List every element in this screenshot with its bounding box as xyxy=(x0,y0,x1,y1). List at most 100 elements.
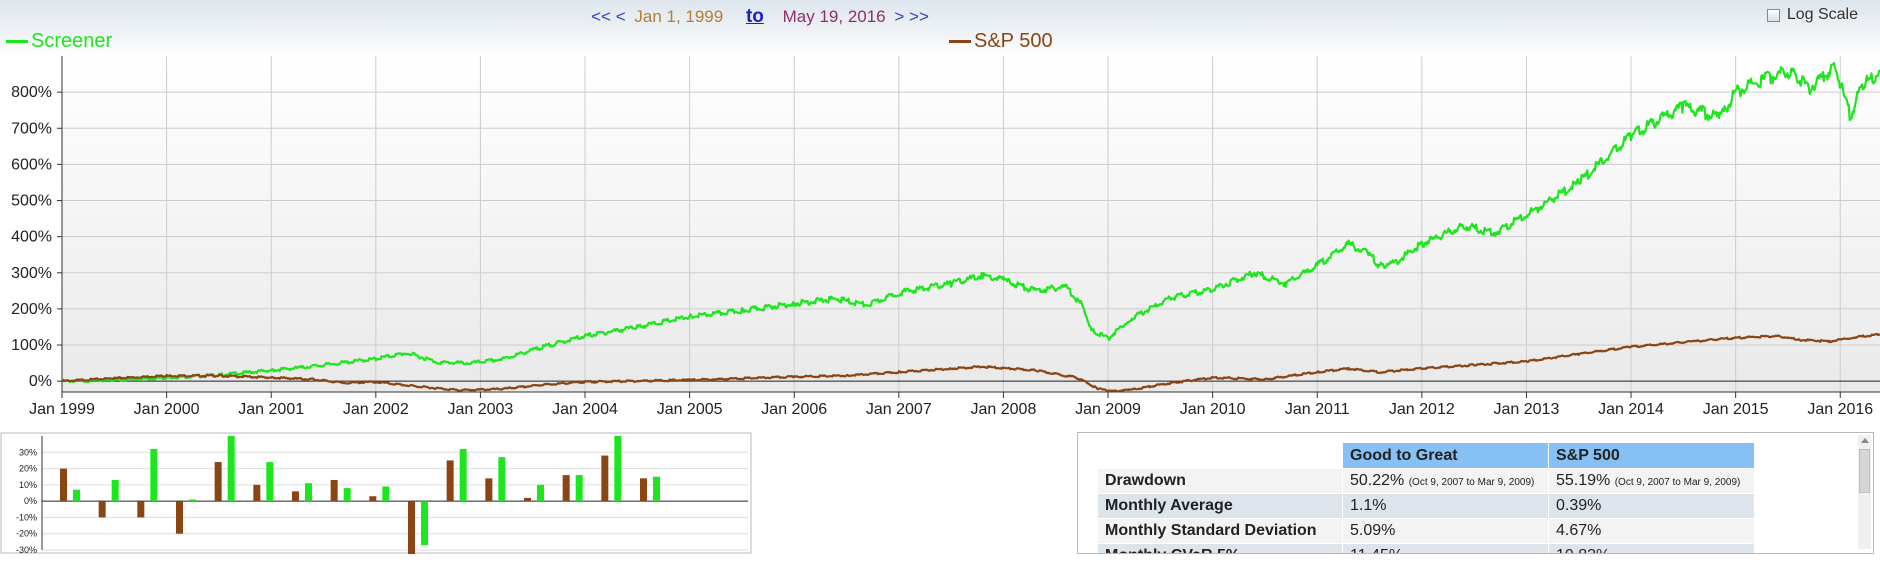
bar-sp500 xyxy=(98,501,106,518)
plot-area xyxy=(62,56,1880,392)
x-tick-label: Jan 2003 xyxy=(447,401,513,418)
stats-row-monthly-cvar: Monthly CVaR 5% 11.45% 10.83% xyxy=(1097,543,1755,553)
legend-sp500[interactable]: S&P 500 xyxy=(949,30,1053,53)
stats-value-note: (Oct 9, 2007 to Mar 9, 2009) xyxy=(1408,477,1535,488)
stats-label: Monthly CVaR 5% xyxy=(1097,543,1343,553)
stats-value: 10.83% xyxy=(1548,543,1755,553)
bar-screener xyxy=(150,449,158,502)
bar-screener xyxy=(653,476,660,502)
performance-line-chart: Jan 1999 Jan 2000 Jan 2001 Jan 2002 Jan 2003… xyxy=(11,56,1880,418)
legend-screener-label: Screener xyxy=(31,30,113,52)
stats-value-main: 55.19% xyxy=(1556,472,1611,489)
stats-scrollbar[interactable] xyxy=(1858,435,1871,549)
y-tick-label: 0% xyxy=(29,373,52,390)
x-tick-label: Jan 2014 xyxy=(1598,401,1664,418)
legend-sp500-swatch xyxy=(949,40,971,43)
bar-sp500 xyxy=(408,501,415,554)
stats-value-note: (Oct 9, 2007 to Mar 9, 2009) xyxy=(1614,477,1741,488)
legend-screener[interactable]: Screener xyxy=(6,30,112,53)
stats-label: Monthly Standard Deviation xyxy=(1097,518,1343,544)
stats-label: Drawdown xyxy=(1097,468,1343,494)
last-period-link[interactable]: >> xyxy=(909,7,929,26)
x-tick-label: Jan 2000 xyxy=(134,401,200,418)
y-tick-label: 700% xyxy=(11,120,52,137)
x-tick-label: Jan 1999 xyxy=(29,401,95,418)
stats-row-monthly-std-dev: Monthly Standard Deviation 5.09% 4.67% xyxy=(1097,518,1755,544)
bar-screener xyxy=(111,479,119,502)
x-tick-label: Jan 2001 xyxy=(238,401,304,418)
date-range-navigator: << < Jan 1, 1999 to May 19, 2016 > >> xyxy=(0,6,1520,28)
y-tick-label: 800% xyxy=(11,84,52,101)
bar-screener xyxy=(421,501,428,546)
stats-row-monthly-average: Monthly Average 1.1% 0.39% xyxy=(1097,493,1755,519)
y-tick-label: 500% xyxy=(11,193,52,210)
x-tick-label: Jan 2009 xyxy=(1075,401,1141,418)
first-period-link[interactable]: << xyxy=(591,7,611,26)
x-tick-label: Jan 2013 xyxy=(1494,401,1560,418)
stats-value: 50.22% (Oct 9, 2007 to Mar 9, 2009) xyxy=(1342,468,1549,494)
bar-screener xyxy=(305,483,312,502)
bar-sp500 xyxy=(524,497,531,502)
bar-sp500 xyxy=(60,468,67,502)
bar-screener xyxy=(266,462,274,502)
bar-screener xyxy=(343,488,351,502)
y-tick-label: 600% xyxy=(11,156,52,173)
x-tick-label: Jan 2016 xyxy=(1807,401,1873,418)
bar-sp500 xyxy=(253,484,261,502)
x-tick-label: Jan 2004 xyxy=(552,401,618,418)
bar-y-tick-label: -20% xyxy=(16,529,37,539)
bar-screener xyxy=(614,436,622,502)
stats-value: 5.09% xyxy=(1342,518,1549,544)
x-tick-label: Jan 2005 xyxy=(657,401,723,418)
legend-sp500-label: S&P 500 xyxy=(974,30,1053,52)
x-tick-label: Jan 2010 xyxy=(1180,401,1246,418)
bar-screener xyxy=(498,457,506,502)
bar-screener xyxy=(537,484,544,502)
stats-header-sp500: S&P 500 xyxy=(1548,442,1755,469)
end-date[interactable]: May 19, 2016 xyxy=(782,7,886,26)
bar-sp500 xyxy=(292,491,299,502)
header-background xyxy=(0,0,1880,56)
bar-sp500 xyxy=(446,460,454,502)
bar-y-tick-label: 30% xyxy=(19,447,37,457)
stats-panel: Good to Great S&P 500 Drawdown 50.22% (O… xyxy=(1077,432,1874,554)
scroll-thumb[interactable] xyxy=(1859,449,1870,493)
bar-sp500 xyxy=(485,478,493,502)
scroll-up-arrow-icon[interactable] xyxy=(1861,438,1869,443)
start-date[interactable]: Jan 1, 1999 xyxy=(634,7,724,26)
next-period-link[interactable]: > xyxy=(894,7,905,26)
x-tick-label: Jan 2002 xyxy=(343,401,409,418)
bar-y-tick-label: 0% xyxy=(24,496,37,506)
stats-table: Good to Great S&P 500 Drawdown 50.22% (O… xyxy=(1097,442,1755,553)
bar-sp500 xyxy=(214,462,222,502)
log-scale-toggle[interactable]: Log Scale xyxy=(1766,6,1858,24)
bar-sp500 xyxy=(137,501,145,518)
stats-value: 4.67% xyxy=(1548,518,1755,544)
y-tick-label: 300% xyxy=(11,265,52,282)
x-tick-label: Jan 2012 xyxy=(1389,401,1455,418)
yearly-returns-bar-chart: 30% 20% 10% 0% -10% -20% -30% xyxy=(0,432,752,554)
bar-screener xyxy=(382,486,390,502)
series-line-sp500 xyxy=(61,332,1880,394)
bar-chart-frame xyxy=(0,432,752,554)
bar-y-tick-label: -30% xyxy=(16,545,37,554)
bar-sp500 xyxy=(176,501,183,534)
prev-period-link[interactable]: < xyxy=(615,7,626,26)
bar-screener xyxy=(459,449,467,502)
bar-screener xyxy=(575,475,583,502)
x-tick-label: Jan 2007 xyxy=(866,401,932,418)
log-scale-checkbox[interactable] xyxy=(1766,8,1780,22)
stats-value: 55.19% (Oct 9, 2007 to Mar 9, 2009) xyxy=(1548,468,1755,494)
stats-header-row: Good to Great S&P 500 xyxy=(1097,442,1755,469)
x-tick-label: Jan 2011 xyxy=(1285,401,1350,418)
stats-label: Monthly Average xyxy=(1097,493,1343,519)
y-tick-label: 400% xyxy=(11,229,52,246)
x-tick-label: Jan 2015 xyxy=(1703,401,1769,418)
bar-y-tick-label: 20% xyxy=(19,464,37,474)
series-line-screener xyxy=(61,61,1880,384)
stats-value: 11.45% xyxy=(1342,543,1549,553)
y-tick-label: 200% xyxy=(11,301,52,318)
stats-row-drawdown: Drawdown 50.22% (Oct 9, 2007 to Mar 9, 2… xyxy=(1097,468,1755,494)
bar-sp500 xyxy=(369,496,377,502)
date-range-to-link[interactable]: to xyxy=(745,6,764,27)
